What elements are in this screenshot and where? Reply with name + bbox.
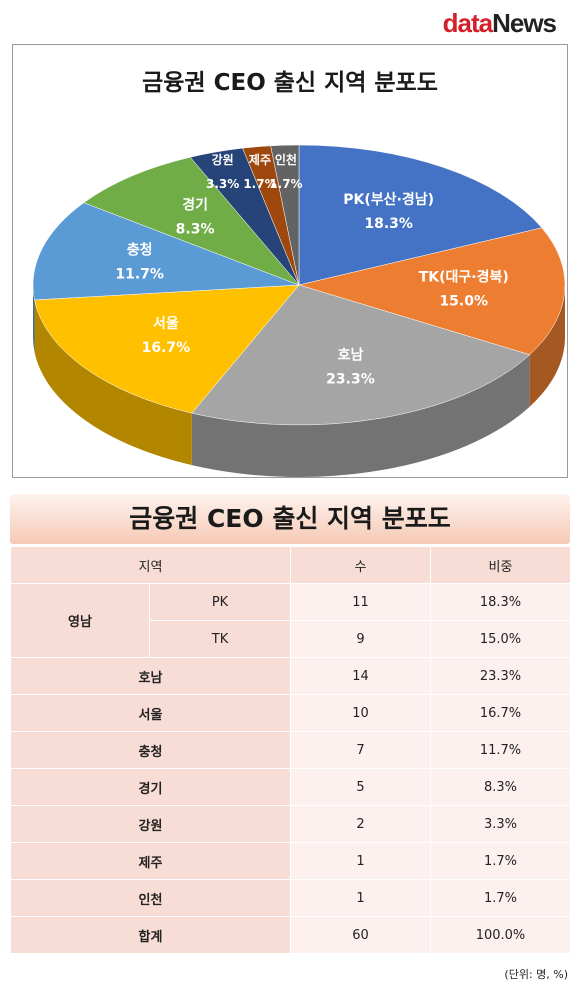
count-cell: 9 <box>290 620 432 658</box>
count-cell: 14 <box>290 657 432 695</box>
header-region: 지역 <box>9 546 292 584</box>
share-cell: 18.3% <box>430 583 572 621</box>
slice-value-label: 18.3% <box>364 216 413 232</box>
count-cell: 60 <box>290 916 432 954</box>
table-row: 제주 1 1.7% <box>9 842 572 880</box>
count-cell: 2 <box>290 805 432 843</box>
share-cell: 8.3% <box>430 768 572 806</box>
share-cell: 15.0% <box>430 620 572 658</box>
share-cell: 100.0% <box>430 916 572 954</box>
region-cell-total: 합계 <box>9 916 292 954</box>
pie-side-wall <box>33 285 35 352</box>
table-row: 합계 60 100.0% <box>9 916 572 954</box>
region-cell: 충청 <box>9 731 292 769</box>
region-cell: 강원 <box>9 805 292 843</box>
table-row: TK 9 15.0% <box>11 620 572 658</box>
pie-side-wall <box>191 354 530 477</box>
table-row: 강원 2 3.3% <box>9 805 572 843</box>
sub-label-tk: TK <box>148 620 292 658</box>
region-cell: 인천 <box>9 879 292 917</box>
share-cell: 23.3% <box>430 657 572 695</box>
slice-value-label: 3.3% <box>206 177 239 191</box>
slice-label: 경기 <box>182 197 208 214</box>
share-cell: 16.7% <box>430 694 572 732</box>
slice-label: 강원 <box>212 153 234 167</box>
table-title: 금융권 CEO 출신 지역 분포도 <box>10 494 570 544</box>
pie-slice <box>32 202 300 301</box>
count-cell: 11 <box>290 583 432 621</box>
table-row: 충청 7 11.7% <box>9 731 572 769</box>
count-cell: 7 <box>290 731 432 769</box>
pie-side-wall <box>34 299 192 466</box>
region-cell: 호남 <box>9 657 292 695</box>
pie-slice <box>34 284 300 414</box>
slice-label: PK(부산·경남) <box>343 191 434 208</box>
pie-slice <box>298 227 566 356</box>
region-cell: 서울 <box>9 694 292 732</box>
chart-title: 금융권 CEO 출신 지역 분포도 <box>142 70 438 96</box>
table-row: 영남 PK 11 18.3% <box>10 583 572 658</box>
datanews-logo: dataNews <box>442 8 557 38</box>
pie-chart-panel: PK(부산·경남) 18.3% TK(대구·경북) 15.0% 호남 23.3% 서울 16.… <box>12 44 568 478</box>
share-cell: 3.3% <box>430 805 572 843</box>
slice-value-label: 11.7% <box>115 267 164 283</box>
slice-value-label: 23.3% <box>326 371 375 387</box>
region-cell: 제주 <box>9 842 292 880</box>
pie-slice <box>298 144 543 286</box>
count-cell: 1 <box>290 842 432 880</box>
unit-note: (단위: 명, %) <box>504 968 568 981</box>
header-share: 비중 <box>430 546 572 584</box>
count-cell: 10 <box>290 694 432 732</box>
slice-value-label: 15.0% <box>439 293 488 309</box>
pie-slice <box>270 144 300 286</box>
table-row: 서울 10 16.7% <box>9 694 572 732</box>
slice-label: 호남 <box>338 346 364 363</box>
pie-slice <box>83 156 300 286</box>
share-cell: 11.7% <box>430 731 572 769</box>
region-cell: 경기 <box>9 768 292 806</box>
share-cell: 1.7% <box>430 879 572 917</box>
slice-value-label: 1.7% <box>269 177 302 191</box>
sub-label-pk: PK <box>148 583 292 621</box>
slice-label: 제주 <box>249 153 271 167</box>
table-row: 호남 14 23.3% <box>9 657 572 695</box>
table-row: 경기 5 8.3% <box>9 768 572 806</box>
pie-chart: PK(부산·경남) 18.3% TK(대구·경북) 15.0% 호남 23.3% 서울 16.… <box>32 144 566 477</box>
slice-label: TK(대구·경북) <box>419 268 509 285</box>
slice-label: 인천 <box>275 152 297 167</box>
slice-value-label: 16.7% <box>142 340 191 356</box>
table-header-row: 지역 수 비중 <box>9 546 572 584</box>
pie-side-wall <box>529 285 565 407</box>
slice-value-label: 1.7% <box>243 177 276 191</box>
count-cell: 5 <box>290 768 432 806</box>
slice-value-label: 8.3% <box>176 222 215 238</box>
share-cell: 1.7% <box>430 842 572 880</box>
row-label-yeongnam: 영남 <box>10 583 150 658</box>
slice-label: 충청 <box>127 243 153 259</box>
distribution-table: 지역 수 비중 영남 PK 11 18.3% TK 9 15.0% 호남 14 … <box>9 546 572 954</box>
table-row: 인천 1 1.7% <box>9 879 572 917</box>
pie-slice <box>191 284 531 426</box>
count-cell: 1 <box>290 879 432 917</box>
slice-label: 서울 <box>153 315 179 332</box>
header-count: 수 <box>290 546 432 584</box>
